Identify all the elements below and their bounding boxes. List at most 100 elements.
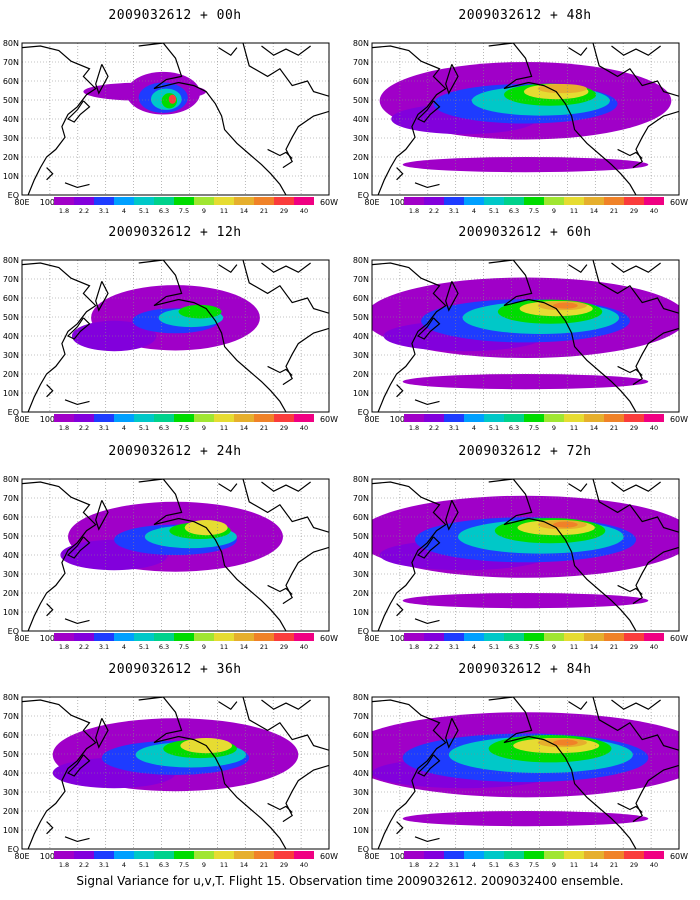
legend-level: 29: [280, 643, 288, 651]
coastline: [218, 701, 238, 710]
legend-swatch: [484, 633, 504, 641]
coastline: [138, 260, 287, 412]
legend-level: 6.3: [159, 861, 169, 869]
legend-level: 40: [300, 207, 308, 215]
legend-level: 1.8: [409, 424, 419, 432]
variance-map: 80N70N60N50N40N30N20N10NEQ80E100E120E140…: [3, 39, 338, 215]
lat-label: 20N: [3, 589, 19, 598]
legend-swatch: [444, 197, 464, 205]
legend-swatch: [274, 197, 294, 205]
coastline: [488, 697, 637, 849]
legend-swatch: [154, 197, 174, 205]
lat-label: 40N: [3, 551, 19, 560]
legend-level: 9: [552, 424, 556, 432]
coastline: [95, 500, 109, 531]
lat-label: 70N: [3, 58, 19, 67]
coastline: [261, 699, 311, 710]
legend-level: 40: [650, 424, 658, 432]
legend-level: 6.3: [509, 424, 519, 432]
legend-level: 40: [650, 207, 658, 215]
legend-swatch: [464, 633, 484, 641]
legend-swatch: [174, 414, 194, 422]
legend-swatch: [214, 633, 234, 641]
legend-swatch: [154, 633, 174, 641]
legend-swatch: [54, 197, 74, 205]
map-frame: [371, 478, 680, 632]
variance-contour: [168, 94, 177, 104]
legend-level: 2.2: [429, 424, 439, 432]
legend-level: 11: [220, 861, 228, 869]
coastline: [66, 317, 91, 340]
legend-swatch: [94, 414, 114, 422]
legend-level: 3.1: [99, 643, 109, 651]
legend-swatch: [74, 197, 94, 205]
variance-contour: [402, 811, 649, 827]
lat-label: 50N: [3, 96, 19, 105]
figure-caption: Signal Variance for u,v,T. Flight 15. Ob…: [76, 874, 624, 888]
coastline: [242, 260, 329, 314]
legend-level: 2.2: [79, 861, 89, 869]
coastline: [282, 546, 329, 605]
lat-label: 20N: [353, 370, 369, 379]
coastline: [617, 365, 643, 376]
legend-level: 5.1: [489, 643, 499, 651]
legend-level: 11: [570, 643, 578, 651]
lat-label: 80N: [3, 256, 19, 265]
lat-label: 30N: [3, 134, 19, 143]
legend-swatch: [154, 851, 174, 859]
lat-label: 10N: [3, 608, 19, 617]
legend-swatch: [624, 414, 644, 422]
legend-swatch: [54, 851, 74, 859]
lat-label: 70N: [3, 494, 19, 503]
map-frame: [371, 42, 680, 196]
legend-level: 40: [300, 424, 308, 432]
coastline: [611, 262, 661, 273]
panel-title: 2009032612 + 24h: [108, 444, 242, 459]
map-panel: 2009032612 + 24h 80N 70N 60N 50N 40N 30N 20N 10N…: [0, 436, 350, 661]
lat-label: 20N: [353, 153, 369, 162]
coastline: [22, 481, 97, 631]
coastline: [22, 699, 97, 849]
legend-level: 1.8: [59, 207, 69, 215]
legend-swatch: [484, 851, 504, 859]
legend-swatch: [404, 197, 424, 205]
legend-level: 11: [570, 424, 578, 432]
legend-swatch: [274, 633, 294, 641]
legend-level: 40: [300, 861, 308, 869]
legend-swatch: [214, 414, 234, 422]
panel-title: 2009032612 + 60h: [458, 225, 592, 240]
legend-swatch: [524, 633, 544, 641]
variance-map: 80N70N60N50N40N30N20N10NEQ80E100E120E140…: [353, 693, 688, 869]
legend-swatch: [294, 197, 314, 205]
lat-label: 70N: [353, 58, 369, 67]
lat-label: 60N: [353, 731, 369, 740]
legend-level: 7.5: [179, 424, 189, 432]
legend-level: 2.2: [429, 207, 439, 215]
legend-swatch: [544, 851, 564, 859]
legend-level: 21: [260, 861, 268, 869]
legend-level: 40: [650, 643, 658, 651]
lat-label: 50N: [353, 313, 369, 322]
lat-label: 50N: [3, 750, 19, 759]
coastline: [267, 365, 293, 376]
lat-label: 60N: [3, 731, 19, 740]
legend-swatch: [484, 197, 504, 205]
lon-label: 100E: [40, 852, 60, 861]
legend-level: 7.5: [179, 643, 189, 651]
coastline: [414, 836, 440, 843]
variance-contour: [402, 157, 649, 173]
legend-swatch: [644, 633, 664, 641]
coastline: [95, 281, 109, 312]
coastline: [592, 479, 679, 533]
legend-level: 4: [122, 207, 126, 215]
lat-label: 60N: [353, 294, 369, 303]
panel-title: 2009032612 + 72h: [458, 444, 592, 459]
coastline: [261, 262, 311, 273]
legend-level: 7.5: [179, 207, 189, 215]
legend-level: 6.3: [509, 207, 519, 215]
map-frame: [371, 696, 680, 850]
lat-label: EQ: [8, 627, 19, 636]
legend-swatch: [604, 197, 624, 205]
lon-label: 100E: [390, 198, 410, 207]
coastline: [396, 167, 404, 181]
